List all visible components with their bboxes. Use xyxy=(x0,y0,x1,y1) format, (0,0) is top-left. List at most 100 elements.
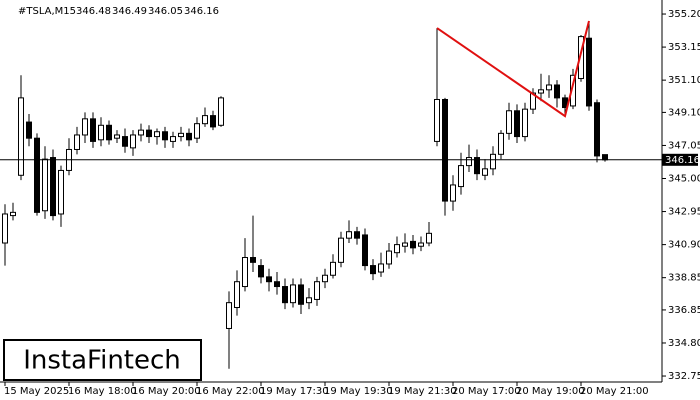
y-tick-label: 353.15 xyxy=(668,42,700,53)
x-tick-label: 16 May 20:00 xyxy=(132,386,201,397)
candle-body xyxy=(290,284,296,304)
y-tick-label: 332.75 xyxy=(668,371,700,382)
candle-body xyxy=(338,237,344,263)
candle-body xyxy=(234,281,240,309)
candle-body xyxy=(434,98,440,142)
candle-body xyxy=(242,257,248,288)
candle-body xyxy=(322,274,328,283)
candle-body xyxy=(546,84,552,91)
candle-body xyxy=(186,132,192,141)
x-tick-label: 15 May 2025 xyxy=(4,386,69,397)
candle-body xyxy=(74,134,80,150)
candle-body xyxy=(18,97,24,176)
candle-body xyxy=(378,263,384,273)
candle-body xyxy=(538,89,544,94)
candle-body xyxy=(426,232,432,244)
candle-body xyxy=(114,134,120,139)
candle-body xyxy=(82,118,88,136)
x-tick-label: 16 May 22:00 xyxy=(196,386,265,397)
symbol: #TSLA,M15 xyxy=(18,6,76,17)
candle-body xyxy=(602,154,608,161)
candle-body xyxy=(146,129,152,138)
candle-body xyxy=(506,110,512,134)
candle-body xyxy=(418,242,424,247)
candle-body xyxy=(170,136,176,142)
candle-body xyxy=(154,131,160,138)
y-tick-label: 342.95 xyxy=(668,207,700,218)
y-tick-label: 334.80 xyxy=(668,338,700,349)
candle-body xyxy=(314,281,320,300)
y-tick-label: 351.10 xyxy=(668,75,700,86)
candle-body xyxy=(362,234,368,267)
x-tick-label: 20 May 17:00 xyxy=(452,386,521,397)
candle-body xyxy=(442,98,448,202)
candle-body xyxy=(130,134,136,149)
candle-body xyxy=(330,261,336,276)
candle-body xyxy=(178,132,184,138)
candle-body xyxy=(474,157,480,175)
y-tick-label: 340.90 xyxy=(668,240,700,251)
x-tick-label: 20 May 21:00 xyxy=(580,386,649,397)
candle-body xyxy=(586,37,592,107)
candle-body xyxy=(226,302,232,329)
candle-body xyxy=(578,36,584,80)
y-tick-label: 336.85 xyxy=(668,305,700,316)
candle-body xyxy=(58,169,64,215)
candle-body xyxy=(34,137,40,213)
header-value: 346.05 xyxy=(148,6,183,17)
candle-body xyxy=(386,250,392,265)
header-value: 346.16 xyxy=(184,6,219,17)
candle-body xyxy=(522,108,528,138)
candle-body xyxy=(458,165,464,188)
logo: InstaFintech xyxy=(23,346,181,376)
candle-body xyxy=(346,231,352,239)
header-value: 346.48 xyxy=(76,6,111,17)
logo-box xyxy=(3,339,202,381)
x-tick-label: 19 May 19:30 xyxy=(324,386,393,397)
candle-body xyxy=(354,231,360,239)
candle-body xyxy=(42,158,48,212)
candle-body xyxy=(162,131,168,141)
candle-body xyxy=(202,115,208,125)
candle-body xyxy=(210,115,216,128)
candle-body xyxy=(90,118,96,142)
pattern-line xyxy=(436,20,590,118)
y-tick-label: 338.85 xyxy=(668,273,700,284)
candle-body xyxy=(138,129,144,136)
candle-body xyxy=(514,110,520,138)
x-tick-label: 19 May 21:30 xyxy=(388,386,457,397)
candle-body xyxy=(594,102,600,157)
candle-body xyxy=(450,184,456,202)
price-tag xyxy=(662,153,698,166)
price-label: 346.16 xyxy=(665,155,700,166)
candle-body xyxy=(490,153,496,170)
candle-body xyxy=(482,168,488,176)
candle-body xyxy=(194,123,200,139)
candle-body xyxy=(266,276,272,283)
x-tick-label: 16 May 18:00 xyxy=(68,386,137,397)
x-tick-label: 20 May 19:00 xyxy=(516,386,585,397)
candle-body xyxy=(26,121,32,139)
candle-body xyxy=(2,213,8,244)
candle-body xyxy=(298,284,304,305)
candle-body xyxy=(410,240,416,249)
candle-body xyxy=(98,124,104,141)
candle-body xyxy=(498,132,504,155)
candle-body xyxy=(218,97,224,126)
candle-body xyxy=(306,297,312,304)
y-tick-label: 355.20 xyxy=(668,9,700,20)
candle-body xyxy=(258,265,264,278)
candle-body xyxy=(370,265,376,275)
candle-body xyxy=(402,242,408,247)
candle-body xyxy=(106,124,112,141)
candle-body xyxy=(394,244,400,254)
x-tick-label: 19 May 17:30 xyxy=(260,386,329,397)
candle-body xyxy=(122,136,128,147)
y-tick-label: 349.10 xyxy=(668,107,700,118)
candle-body xyxy=(10,211,16,217)
header-value: 346.49 xyxy=(112,6,147,17)
candle-body xyxy=(250,257,256,263)
candle-body xyxy=(282,286,288,304)
candle-body xyxy=(466,157,472,167)
